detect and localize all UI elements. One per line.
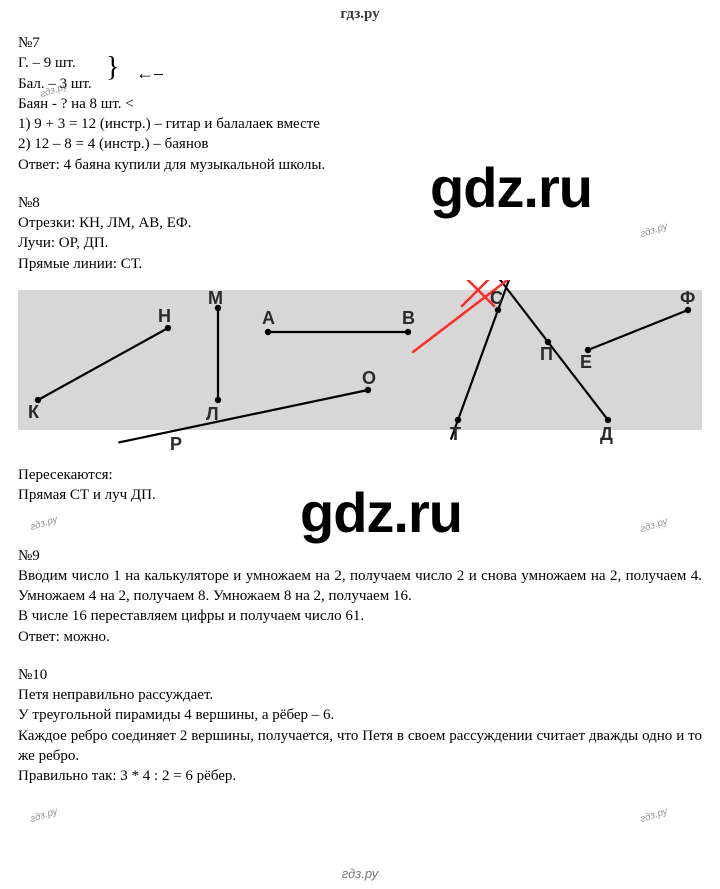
text-line: Г. – 9 шт.: [18, 53, 702, 73]
content-area: №7 Г. – 9 шт. Бал. – 3 шт. Баян - ? на 8…: [0, 33, 720, 786]
text-line: Отрезки: КН, ЛМ, АВ, ЕФ.: [18, 213, 702, 233]
brace-icon: }: [106, 49, 119, 87]
problem-10: №10 Петя неправильно рассуждает. У треуг…: [18, 665, 702, 787]
svg-text:О: О: [362, 368, 376, 388]
svg-text:К: К: [28, 402, 40, 422]
problem-number: №10: [18, 665, 702, 685]
text-line: Прямая СТ и луч ДП.: [18, 485, 702, 505]
answer-line: Ответ: можно.: [18, 627, 702, 647]
svg-text:М: М: [208, 288, 223, 308]
svg-text:С: С: [490, 288, 503, 308]
answer-line: Ответ: 4 баяна купили для музыкальной шк…: [18, 155, 702, 175]
problem-number: №9: [18, 546, 702, 566]
svg-text:П: П: [540, 344, 553, 364]
text-line: Пересекаются:: [18, 465, 702, 485]
geometry-diagram: К Н М Л А В Р О Т С П Д Е Ф: [18, 280, 702, 461]
problem-number: №7: [18, 33, 702, 53]
text-line: Бал. – 3 шт.: [18, 74, 702, 94]
text-line: Петя неправильно рассуждает.: [18, 685, 702, 705]
svg-text:В: В: [402, 308, 415, 328]
watermark-small: гдз.ру: [29, 806, 59, 825]
text-line: Каждое ребро соединяет 2 вершины, получа…: [18, 726, 702, 767]
problem-number: №8: [18, 193, 702, 213]
text-line: Вводим число 1 на калькуляторе и умножае…: [18, 566, 702, 607]
page-footer: гдз.ру: [0, 866, 720, 881]
arrow-icon: ←⎯: [136, 61, 163, 85]
text-line: У треугольной пирамиды 4 вершины, а рёбе…: [18, 705, 702, 725]
watermark-small: гдз.ру: [639, 806, 669, 825]
svg-text:Ф: Ф: [680, 288, 695, 308]
svg-text:А: А: [262, 308, 275, 328]
svg-text:Р: Р: [170, 434, 182, 454]
text-line: Баян - ? на 8 шт. <: [18, 94, 702, 114]
text-line: Правильно так: 3 * 4 : 2 = 6 рёбер.: [18, 766, 702, 786]
svg-text:Н: Н: [158, 306, 171, 326]
text-line: В числе 16 переставляем цифры и получаем…: [18, 606, 702, 626]
text-line: 2) 12 – 8 = 4 (инстр.) – баянов: [18, 134, 702, 154]
svg-text:Е: Е: [580, 352, 592, 372]
problem-9: №9 Вводим число 1 на калькуляторе и умно…: [18, 546, 702, 647]
problem-7: №7 Г. – 9 шт. Бал. – 3 шт. Баян - ? на 8…: [18, 33, 702, 175]
svg-text:Л: Л: [206, 404, 219, 424]
svg-text:Д: Д: [600, 424, 613, 444]
diagram-svg: К Н М Л А В Р О Т С П Д Е Ф: [18, 280, 702, 455]
text-line: Прямые линии: СТ.: [18, 254, 702, 274]
text-line: Лучи: ОР, ДП.: [18, 233, 702, 253]
svg-text:Т: Т: [450, 424, 461, 444]
problem-8: №8 Отрезки: КН, ЛМ, АВ, ЕФ. Лучи: ОР, ДП…: [18, 193, 702, 506]
page-header: гдз.ру: [0, 0, 720, 33]
text-line: 1) 9 + 3 = 12 (инстр.) – гитар и балалае…: [18, 114, 702, 134]
